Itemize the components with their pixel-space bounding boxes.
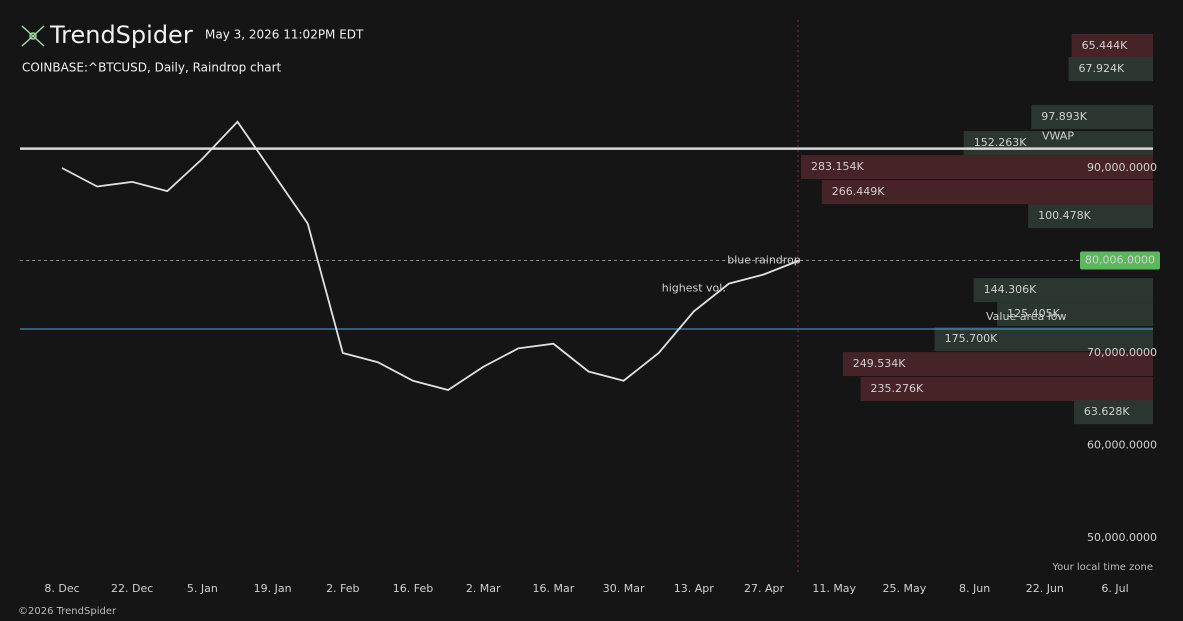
profile-label: 175.700K	[945, 332, 998, 345]
timezone-note: Your local time zone	[1051, 562, 1153, 573]
profile-bar	[997, 302, 1153, 327]
x-tick-label: 19. Jan	[254, 582, 292, 595]
x-tick-label: 16. Feb	[393, 582, 433, 595]
x-tick-label: 13. Apr	[674, 582, 714, 595]
last-price-tag	[1080, 251, 1160, 270]
profile-label: 144.306K	[984, 283, 1037, 296]
timestamp: May 3, 2026 11:02PM EDT	[205, 28, 364, 42]
profile-label: 152.263K	[974, 136, 1027, 149]
brand: TrendSpider	[49, 21, 193, 49]
x-tick-label: 11. May	[812, 582, 856, 595]
copyright: ©2026 TrendSpider	[18, 606, 117, 617]
annotation: highest vol.	[662, 281, 726, 294]
symbol: COINBASE:^BTCUSD, Daily, Raindrop chart	[22, 61, 281, 75]
y-tick-label: 60,000.0000	[1087, 439, 1157, 452]
x-tick-label: 25. May	[883, 582, 927, 595]
x-tick-label: 22. Dec	[111, 582, 153, 595]
profile-bar	[1073, 400, 1153, 425]
x-tick-label: 30. Mar	[603, 582, 645, 595]
profile-label: 65.444K	[1082, 39, 1128, 52]
profile-label: 235.276K	[871, 382, 924, 395]
x-tick-label: 5. Jan	[187, 582, 218, 595]
x-tick-label: 8. Jun	[959, 582, 990, 595]
level-label: Value area low	[986, 310, 1067, 323]
profile-label: 100.478K	[1038, 209, 1091, 222]
y-tick-label: 70,000.0000	[1087, 346, 1157, 359]
profile-bar	[1028, 204, 1153, 229]
profile-bar	[821, 180, 1153, 205]
profile-bar	[963, 131, 1153, 156]
profile-label: 67.924K	[1079, 62, 1125, 75]
x-tick-label: 6. Jul	[1101, 582, 1128, 595]
x-tick-label: 8. Dec	[44, 582, 79, 595]
logo	[21, 25, 45, 47]
profile-bar	[1071, 33, 1153, 58]
y-tick-label: 50,000.0000	[1087, 531, 1157, 544]
last-price-label: 80,006.0000	[1085, 253, 1155, 266]
profile-bar	[860, 377, 1153, 402]
profile-bar	[1068, 57, 1153, 82]
profile-bar	[842, 352, 1153, 377]
x-tick-label: 22. Jun	[1026, 582, 1064, 595]
x-tick-label: 16. Mar	[533, 582, 575, 595]
profile-bar	[973, 278, 1153, 303]
profile-label: 125.405K	[1007, 307, 1060, 320]
x-tick-label: 2. Mar	[466, 582, 501, 595]
profile-label: 97.893K	[1041, 110, 1087, 123]
profile-label: 63.628K	[1084, 405, 1130, 418]
profile-label: 249.534K	[853, 357, 906, 370]
annotation: blue raindrop	[727, 253, 801, 266]
price-line	[61, 120, 800, 391]
profile-bar	[934, 327, 1153, 352]
profile-bar	[801, 155, 1153, 180]
level-label: VWAP	[1042, 130, 1074, 143]
profile-label: 266.449K	[832, 185, 885, 198]
x-tick-label: 2. Feb	[326, 582, 359, 595]
profile-label: 283.154K	[811, 160, 864, 173]
x-tick-label: 27. Apr	[744, 582, 784, 595]
y-tick-label: 90,000.0000	[1087, 161, 1157, 174]
profile-bar	[1031, 105, 1153, 130]
